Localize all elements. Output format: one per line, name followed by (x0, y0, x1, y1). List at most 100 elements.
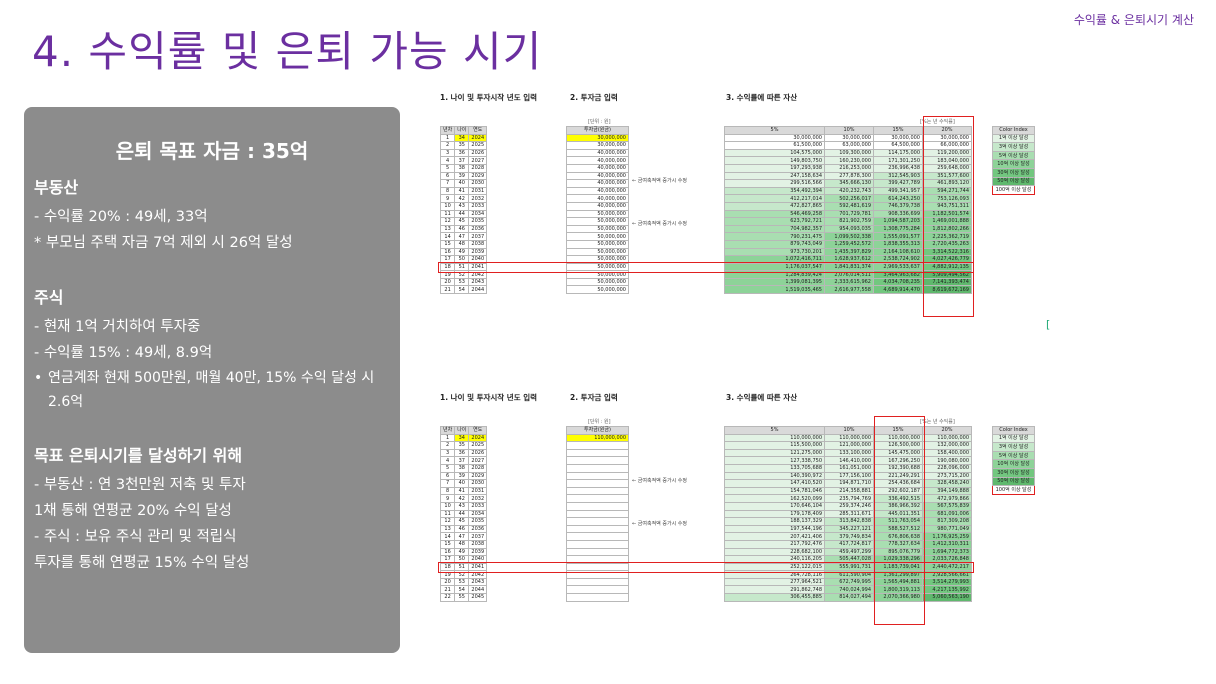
cell: 9 (439, 194, 456, 203)
investment-cell[interactable] (566, 463, 629, 473)
legend-item: 50억 이상 달성 (992, 176, 1035, 187)
investment-cell[interactable] (566, 486, 629, 496)
table-row: 20 53 2043 (439, 277, 488, 287)
section-header: 2. 투자금 입력 (570, 93, 618, 102)
asset-cell: 273,715,200 (922, 471, 972, 481)
cell: 2033 (468, 201, 488, 211)
legend-item: 3억 이상 달성 (992, 442, 1035, 452)
cell: 37 (454, 456, 470, 465)
asset-cell: 546,469,258 (724, 209, 825, 219)
table-row: 30,000,000 (566, 133, 629, 143)
investment-cell[interactable] (566, 547, 629, 557)
investment-cell[interactable]: 50,000,000 (566, 209, 629, 219)
asset-cell: 228,096,000 (922, 463, 972, 473)
investment-cell[interactable]: 50,000,000 (566, 217, 629, 226)
investment-cell[interactable] (566, 471, 629, 481)
table-row: 21 54 2044 (439, 285, 488, 295)
investment-cell[interactable]: 30,000,000 (566, 133, 629, 143)
investment-cell[interactable] (566, 456, 629, 465)
plan-heading: 목표 은퇴시기를 달성하기 위해 (34, 446, 243, 465)
asset-cell: 412,217,014 (724, 194, 825, 203)
table-row: 188,137,329 313,842,838 511,763,054 817,309… (724, 517, 972, 526)
investment-cell[interactable]: 50,000,000 (566, 285, 629, 295)
asset-cell: 217,792,476 (724, 539, 825, 549)
legend-item: 100억 이상 달성 (992, 185, 1035, 195)
cell: 2026 (468, 448, 488, 458)
cell: 45 (454, 217, 470, 226)
investment-table: 투자금(원금) 30,000,000 30,000,000 40,000,000 40,… (566, 126, 629, 295)
cell: 48 (454, 239, 470, 249)
highlight-row (438, 262, 974, 273)
investment-cell[interactable] (566, 539, 629, 549)
cell: 43 (454, 501, 470, 511)
column-header: 투자금(원금) (566, 126, 629, 135)
asset-cell: 171,301,250 (873, 156, 923, 165)
table-row (566, 494, 629, 503)
investment-cell[interactable] (566, 448, 629, 458)
investment-cell[interactable]: 40,000,000 (566, 148, 629, 158)
asset-cell: 592,481,619 (824, 201, 874, 211)
cell: 2026 (468, 148, 488, 158)
investment-cell[interactable] (566, 441, 629, 450)
investment-cell[interactable]: 40,000,000 (566, 194, 629, 203)
investment-cell[interactable]: 40,000,000 (566, 171, 629, 181)
table-row: 1,519,035,465 2,616,977,558 4,689,914,470 8… (724, 285, 972, 295)
investment-cell[interactable] (566, 494, 629, 503)
investment-cell[interactable]: 40,000,000 (566, 179, 629, 188)
investment-cell[interactable] (566, 532, 629, 541)
cell: 1 (439, 433, 456, 443)
asset-cell: 4,034,708,235 (873, 277, 923, 287)
asset-cell: 147,410,520 (724, 479, 825, 488)
asset-cell: 394,149,888 (922, 486, 972, 496)
cell: 35 (454, 141, 470, 150)
table-row: 1 34 2024 (439, 433, 488, 443)
asset-table: 5% 10% 15% 20% 110,000,000 110,000,000 110,000… (724, 426, 972, 602)
investment-cell[interactable]: 110,000,000 (566, 433, 629, 443)
table-row: 5 38 2028 (439, 463, 488, 473)
investment-cell[interactable] (566, 577, 629, 587)
note-label: ← 금여축적액 증가시 수정 (632, 521, 687, 527)
asset-cell: 345,666,130 (824, 179, 874, 188)
asset-cell: 190,080,000 (922, 456, 972, 465)
investment-cell[interactable] (566, 585, 629, 595)
investment-cell[interactable] (566, 593, 629, 602)
investment-cell[interactable]: 50,000,000 (566, 232, 629, 241)
investment-cell[interactable] (566, 517, 629, 526)
table-row: 40,000,000 (566, 194, 629, 203)
table-row: 30,000,000 (566, 141, 629, 150)
investment-cell[interactable]: 40,000,000 (566, 201, 629, 211)
asset-cell: 132,000,000 (922, 441, 972, 450)
column-header: 5% (724, 126, 825, 135)
investment-cell[interactable]: 50,000,000 (566, 247, 629, 257)
plan-line: 1채 통해 연평균 20% 수익 달성 (34, 503, 232, 519)
cell: 21 (439, 585, 456, 595)
investment-cell[interactable] (566, 479, 629, 488)
cell: 54 (454, 585, 470, 595)
investment-cell[interactable]: 50,000,000 (566, 277, 629, 287)
cell: 2043 (468, 577, 488, 587)
table-row: 5 38 2028 (439, 163, 488, 173)
cell: 2039 (468, 247, 488, 257)
asset-cell: 5,060,563,190 (922, 593, 972, 602)
table-row: 110,000,000 110,000,000 110,000,000 110,000… (724, 433, 972, 443)
cell: 2034 (468, 509, 488, 519)
age-table: 년차 나이 연도 1 34 2024 2 35 2025 3 36 2026 4 37 2027 5 38 202… (439, 126, 488, 295)
cell: 2028 (468, 163, 488, 173)
investment-cell[interactable] (566, 509, 629, 519)
asset-cell: 354,492,394 (724, 186, 825, 196)
investment-cell[interactable]: 40,000,000 (566, 163, 629, 173)
investment-cell[interactable]: 30,000,000 (566, 141, 629, 150)
investment-cell[interactable] (566, 524, 629, 534)
cell: 11 (439, 209, 456, 219)
investment-cell[interactable]: 40,000,000 (566, 186, 629, 196)
asset-cell: 158,400,000 (922, 448, 972, 458)
investment-cell[interactable]: 40,000,000 (566, 156, 629, 165)
legend-item: 100억 이상 달성 (992, 485, 1035, 495)
investment-cell[interactable]: 50,000,000 (566, 239, 629, 249)
investment-cell[interactable]: 50,000,000 (566, 224, 629, 234)
cell: 36 (454, 448, 470, 458)
column-header: 연도 (468, 126, 488, 135)
asset-cell: 277,878,300 (824, 171, 874, 181)
table-row: 61,500,000 63,000,000 64,500,000 66,000,000 (724, 141, 972, 150)
investment-cell[interactable] (566, 501, 629, 511)
